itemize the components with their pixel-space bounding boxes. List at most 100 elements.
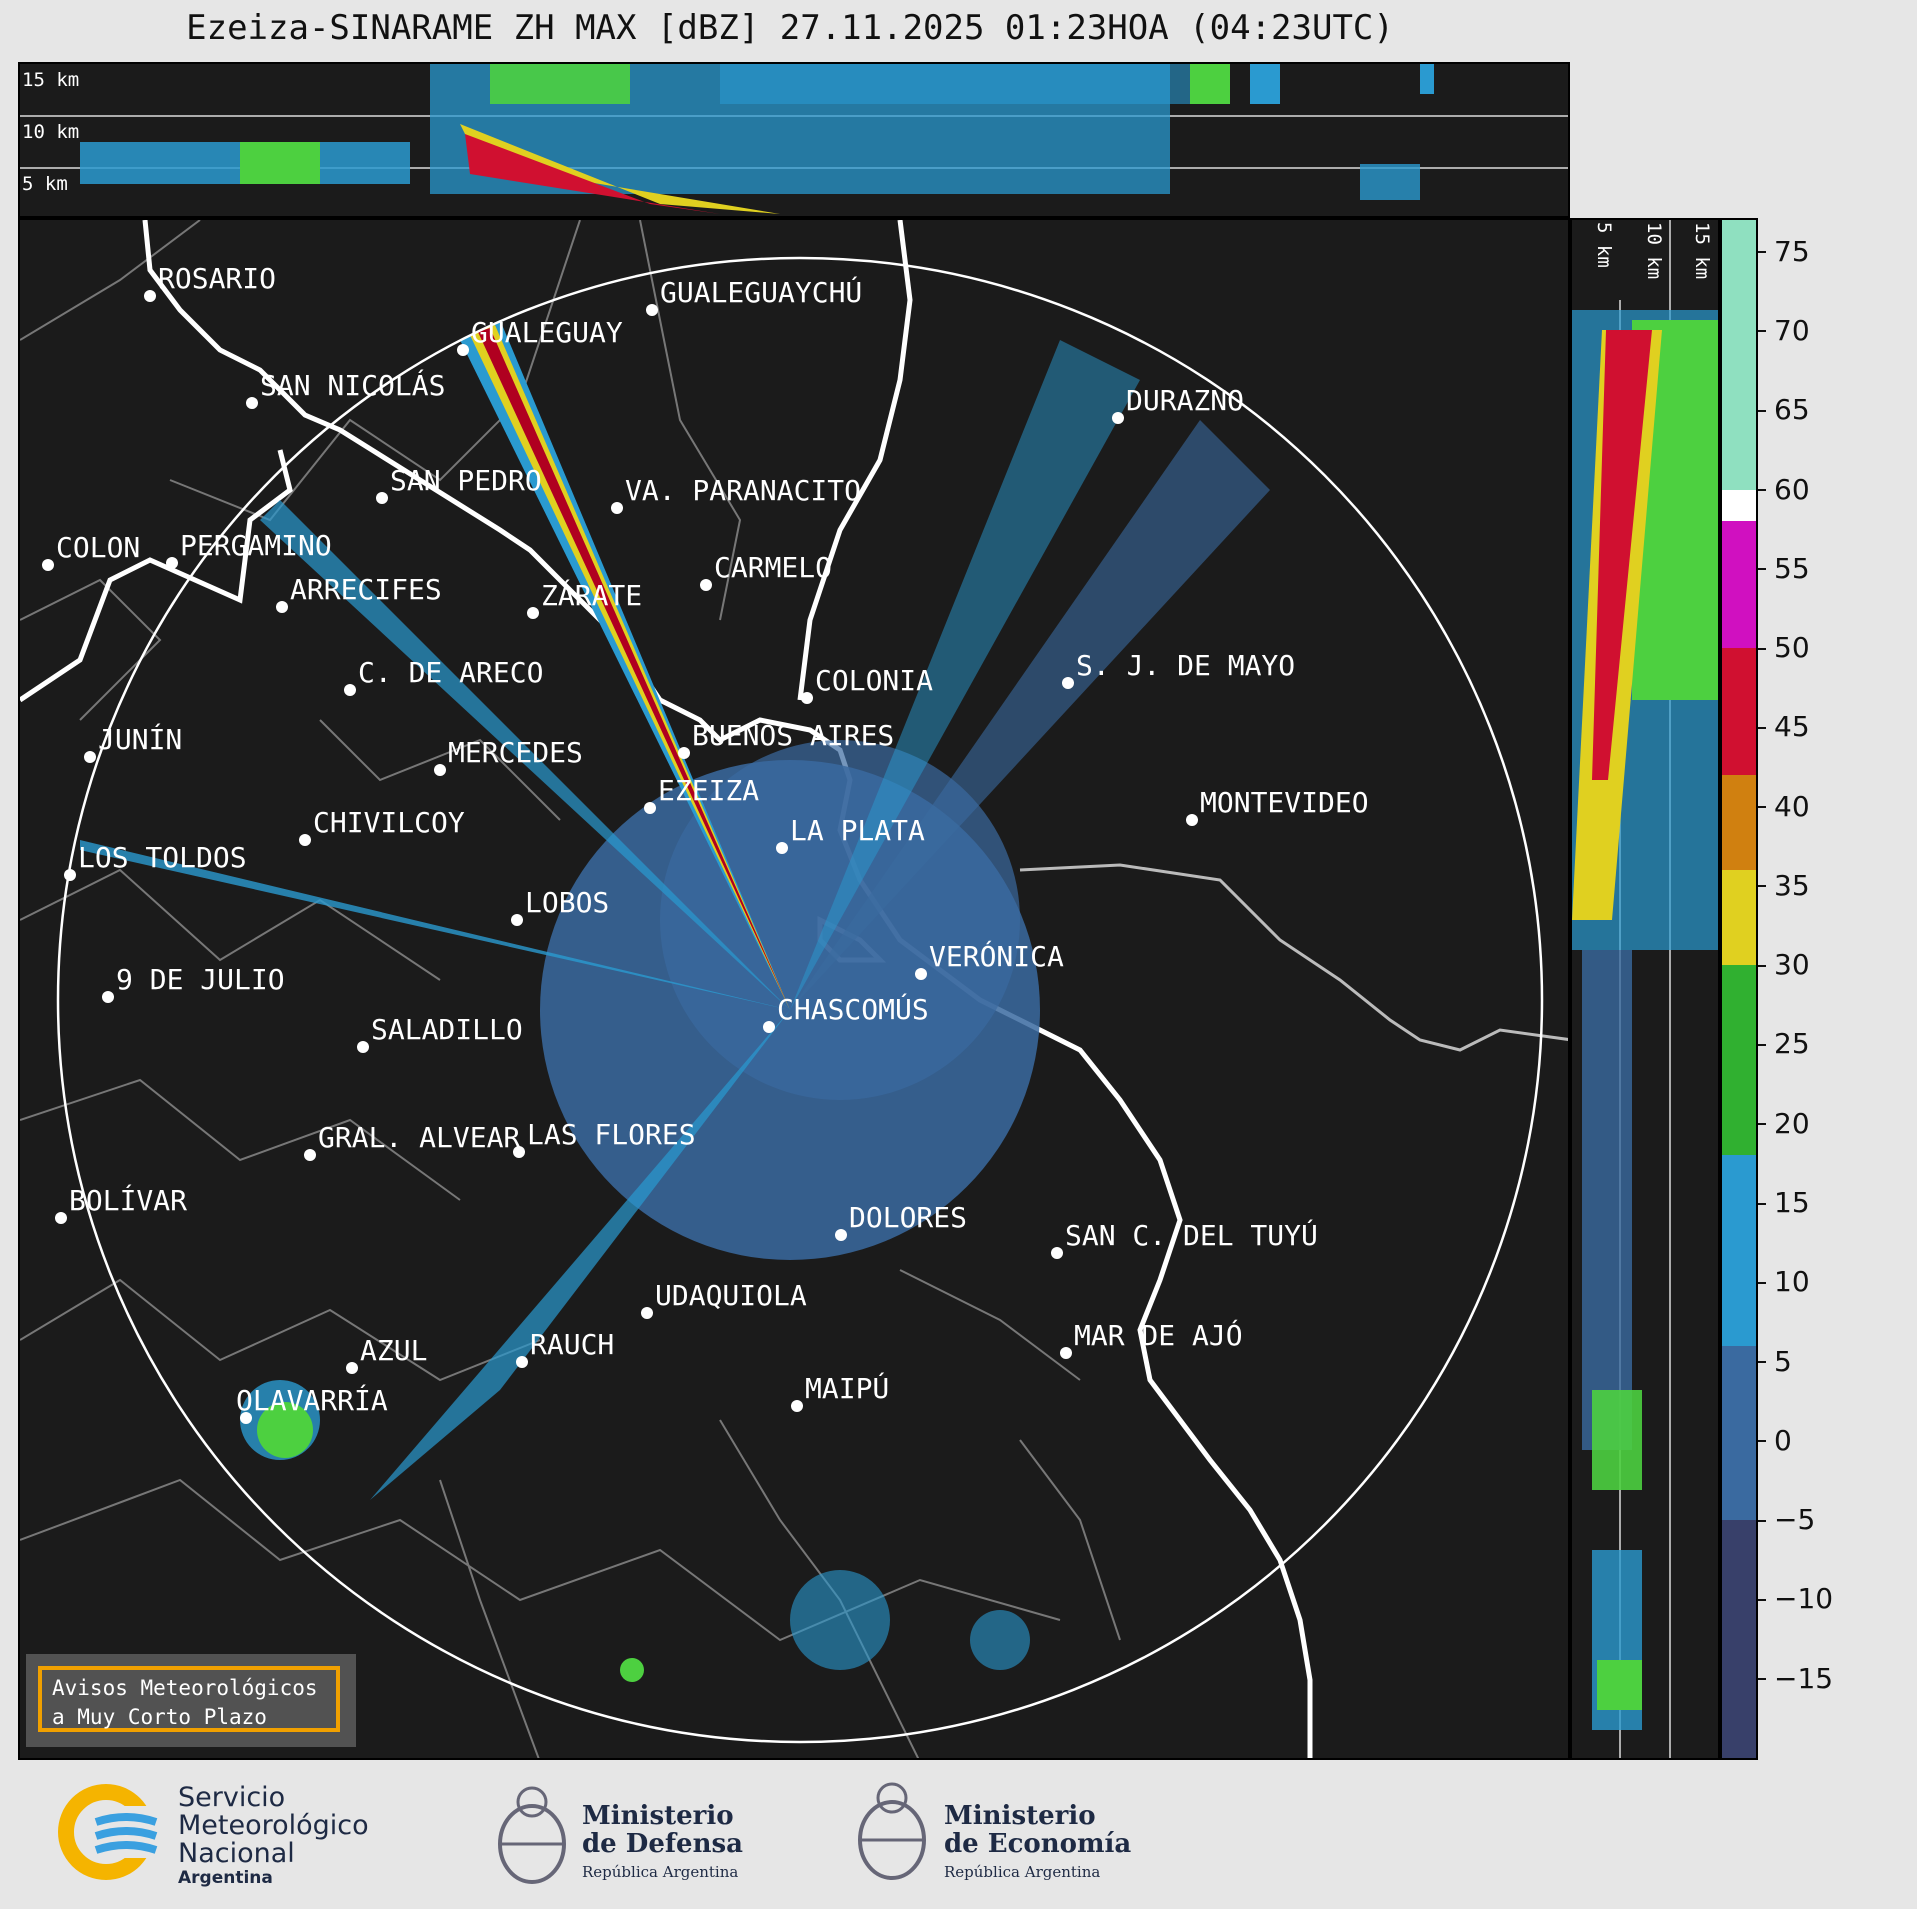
smn-logo-text: Servicio Meteorológico Nacional Argentin…: [178, 1782, 369, 1889]
colorbar-tick: 55: [1758, 552, 1810, 585]
defensa-line1: Ministerio: [582, 1801, 734, 1831]
chart-title: Ezeiza-SINARAME ZH MAX [dBZ] 27.11.2025 …: [186, 8, 1394, 48]
colorbar-tick: 65: [1758, 393, 1810, 426]
city-label: LOBOS: [525, 886, 609, 919]
city-marker: [1051, 1247, 1063, 1259]
side-cross-section: 5 km 10 km 15 km: [1570, 218, 1720, 1760]
city-label: COLON: [56, 531, 140, 564]
colorbar: [1720, 218, 1758, 1760]
city-label: AZUL: [360, 1334, 427, 1367]
city-marker: [700, 579, 712, 591]
city-label: VA. PARANACITO: [625, 474, 861, 507]
warning-line1: Avisos Meteorológicos: [52, 1676, 318, 1700]
city-label: S. J. DE MAYO: [1076, 649, 1295, 682]
colorbar-tick: −5: [1758, 1503, 1815, 1536]
city-marker: [915, 968, 927, 980]
city-label: ROSARIO: [158, 262, 276, 295]
city-label: GRAL. ALVEAR: [318, 1121, 520, 1154]
radar-echoes: [80, 320, 1270, 1682]
defensa-seal: [496, 1778, 568, 1896]
city-label: CHASCOMÚS: [777, 992, 929, 1026]
city-marker: [801, 692, 813, 704]
city-marker: [1062, 677, 1074, 689]
city-marker: [55, 1212, 67, 1224]
economia-seal: [856, 1774, 928, 1892]
city-marker: [791, 1400, 803, 1412]
city-marker: [299, 834, 311, 846]
colorbar-tick: 60: [1758, 473, 1810, 506]
colorbar-tick: −10: [1758, 1582, 1833, 1615]
city-label: MAR DE AJÓ: [1074, 1318, 1243, 1352]
city-label: GUALEGUAY: [471, 316, 623, 349]
city-marker: [84, 751, 96, 763]
range-ring: [56, 256, 1544, 1744]
city-label: UDAQUIOLA: [655, 1279, 807, 1312]
city-marker: [240, 1412, 252, 1424]
top-alt-label: 15 km: [22, 69, 79, 91]
city-label: JUNÍN: [98, 722, 182, 756]
city-marker: [776, 842, 788, 854]
city-marker: [1186, 814, 1198, 826]
colorbar-tick: 0: [1758, 1424, 1792, 1457]
economia-line1: Ministerio: [944, 1801, 1096, 1831]
city-label: MONTEVIDEO: [1200, 786, 1369, 819]
city-label: MERCEDES: [448, 736, 583, 769]
colorbar-tick: 75: [1758, 235, 1810, 268]
colorbar-tick: 10: [1758, 1265, 1810, 1298]
colorbar-band: [1722, 965, 1756, 1156]
economia-line3: República Argentina: [944, 1863, 1101, 1881]
city-label: SAN PEDRO: [390, 464, 542, 497]
city-label: COLONIA: [815, 664, 933, 697]
colorbar-tick: 25: [1758, 1027, 1810, 1060]
city-marker: [166, 557, 178, 569]
smn-line1: Servicio: [178, 1782, 286, 1813]
economia-text: Ministerio de Economía República Argenti…: [944, 1802, 1131, 1886]
city-marker: [246, 397, 258, 409]
side-alt-label: 5 km: [1593, 222, 1615, 268]
colorbar-band: [1722, 648, 1756, 775]
city-label: EZEIZA: [658, 774, 759, 807]
city-marker: [276, 601, 288, 613]
side-alt-label: 10 km: [1643, 222, 1665, 279]
warning-box[interactable]: Avisos Meteorológicos a Muy Corto Plazo: [38, 1666, 340, 1732]
smn-line4: Argentina: [178, 1868, 273, 1888]
city-marker: [434, 764, 446, 776]
city-marker: [42, 559, 54, 571]
city-label: LA PLATA: [790, 814, 925, 847]
colorbar-band: [1722, 774, 1756, 871]
city-label: 9 DE JULIO: [116, 963, 285, 996]
city-marker: [304, 1149, 316, 1161]
city-label: DURAZNO: [1126, 384, 1244, 417]
colorbar-tick: 20: [1758, 1107, 1810, 1140]
city-marker: [527, 607, 539, 619]
top-alt-label: 10 km: [22, 121, 79, 143]
colorbar-band: [1722, 1345, 1756, 1521]
city-marker: [644, 802, 656, 814]
city-marker: [144, 290, 156, 302]
seal-icon: [498, 1786, 566, 1884]
smn-line2: Meteorológico: [178, 1810, 369, 1841]
radar-map: ROSARIO GUALEGUAYCHÚ GUALEGUAY SAN NICOLÁS D…: [18, 218, 1570, 1760]
top-alt-label: 5 km: [22, 173, 68, 195]
city-label: OLAVARRÍA: [236, 1383, 388, 1417]
colorbar-band: [1722, 521, 1756, 649]
city-marker: [357, 1041, 369, 1053]
colorbar-band: [1722, 1520, 1756, 1758]
city-label: BOLÍVAR: [69, 1183, 187, 1217]
city-label: ARRECIFES: [290, 573, 442, 606]
top-cross-section-svg: 15 km 10 km 5 km: [20, 64, 1568, 214]
seal-icon: [858, 1782, 926, 1880]
defensa-line3: República Argentina: [582, 1863, 739, 1881]
radar-map-svg: ROSARIO GUALEGUAYCHÚ GUALEGUAY SAN NICOLÁS D…: [20, 220, 1568, 1758]
city-marker: [457, 344, 469, 356]
colorbar-tick: 15: [1758, 1186, 1810, 1219]
colorbar-tick: 5: [1758, 1345, 1792, 1378]
smn-logo-icon: [58, 1784, 166, 1880]
city-label: LAS FLORES: [527, 1118, 696, 1151]
city-marker: [641, 1307, 653, 1319]
smn-line3: Nacional: [178, 1838, 295, 1869]
city-marker: [64, 869, 76, 881]
city-label: BUENOS AIRES: [692, 719, 894, 752]
side-alt-label: 15 km: [1691, 222, 1713, 279]
city-marker: [346, 1362, 358, 1374]
